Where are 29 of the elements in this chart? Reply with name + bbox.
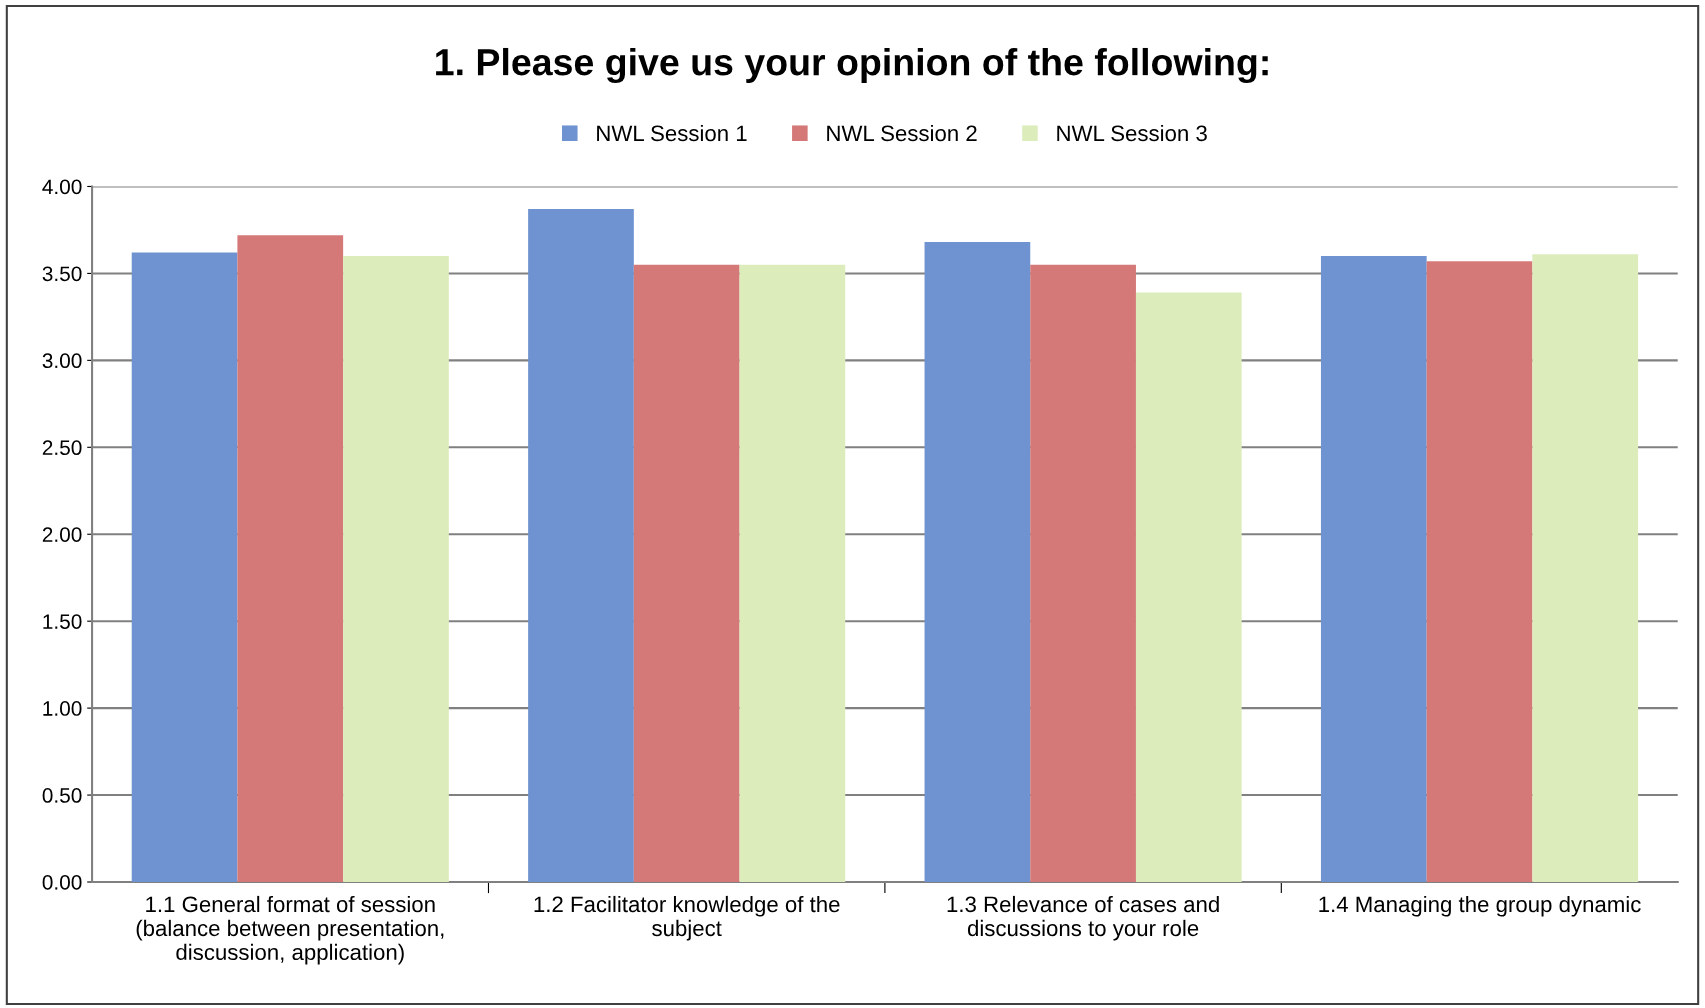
y-tick-label: 3.50 bbox=[42, 266, 82, 282]
y-tick-label: 1.50 bbox=[43, 614, 82, 629]
x-tick-label: 1.2 Facilitator knowledge of the subject bbox=[534, 895, 840, 941]
bar bbox=[131, 252, 238, 882]
bar bbox=[739, 264, 846, 882]
y-tick-label: 1.00 bbox=[43, 701, 82, 716]
legend-label: NWL Session 1 bbox=[597, 124, 747, 142]
y-tick-label: 4.00 bbox=[42, 179, 82, 195]
y-tick-label: 0.50 bbox=[42, 788, 82, 803]
bar bbox=[1532, 254, 1639, 882]
bar bbox=[1320, 256, 1427, 882]
y-tick-label: 2.00 bbox=[42, 527, 82, 542]
bar bbox=[1030, 264, 1136, 882]
chart-title: 1. Please give us your opinion of the following: bbox=[436, 47, 1268, 84]
y-tick-label: 2.50 bbox=[42, 440, 82, 456]
legend-label: NWL Session 2 bbox=[827, 124, 977, 142]
x-tick-label: 1.3 Relevance of cases and discussions to your role bbox=[947, 895, 1219, 941]
bar bbox=[343, 256, 449, 882]
bar bbox=[528, 209, 634, 882]
bar bbox=[1426, 261, 1533, 882]
y-tick-label: 3.00 bbox=[42, 353, 82, 369]
bar bbox=[633, 264, 740, 882]
bar bbox=[924, 242, 1031, 882]
x-tick-label: 1.4 Managing the group dynamic bbox=[1319, 895, 1641, 917]
bar bbox=[1135, 292, 1242, 882]
x-tick-label: 1.1 General format of session (balance between presentation, discussion, application) bbox=[136, 895, 444, 965]
y-tick-label: 0.00 bbox=[42, 875, 82, 890]
bar bbox=[237, 235, 344, 882]
legend-label: NWL Session 3 bbox=[1057, 124, 1207, 142]
